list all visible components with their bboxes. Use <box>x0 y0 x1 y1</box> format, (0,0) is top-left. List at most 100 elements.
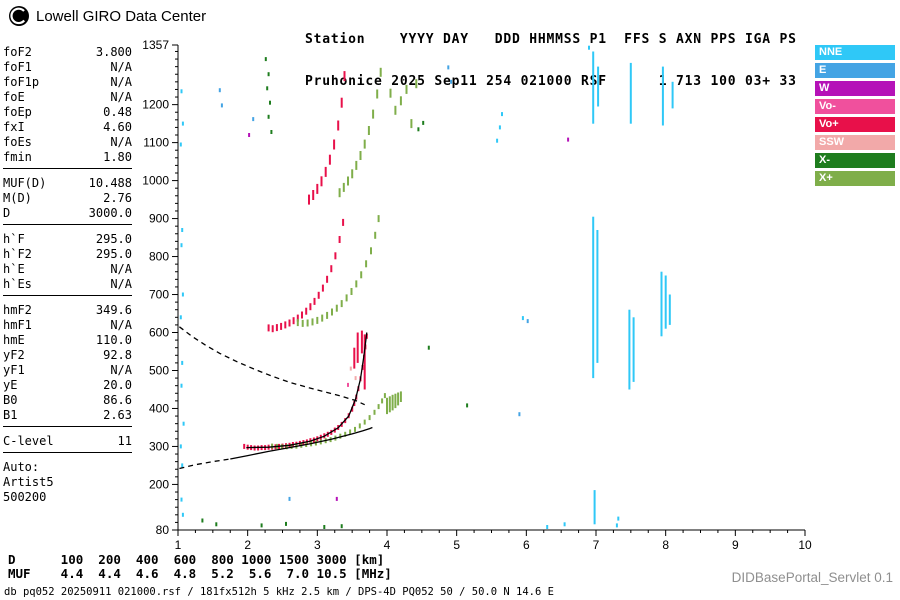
echo-mark <box>323 525 326 529</box>
echo-mark <box>290 443 293 449</box>
echo-spread-strip <box>360 330 363 354</box>
echo-mark <box>345 294 348 302</box>
echo-mark <box>354 376 357 381</box>
legend-item-vo-plus: Vo+ <box>815 117 895 132</box>
echo-spread-strip <box>397 392 400 406</box>
lowell-giro-logo[interactable]: Lowell GIRO Data Center <box>8 5 206 27</box>
echo-mark <box>220 103 223 108</box>
param-label: foEp <box>3 105 32 119</box>
echo-mark <box>270 130 273 134</box>
echo-mark <box>179 315 182 320</box>
param-row-md: M(D) 2.76 <box>3 191 132 206</box>
y-tick-label: 1357 <box>142 40 169 52</box>
fitted-o-trace <box>246 332 368 449</box>
param-row-foep: foEp 0.48 <box>3 105 132 120</box>
echo-spread-strip <box>388 396 391 413</box>
y-tick-label: 700 <box>149 288 169 302</box>
echo-mark <box>321 284 324 292</box>
param-value: 0.48 <box>103 105 132 119</box>
echo-mark <box>367 126 370 135</box>
autoscaling-info: Auto: Artist5 500200 <box>3 460 132 505</box>
giro-logo-icon <box>9 6 29 26</box>
echo-mark <box>264 57 267 62</box>
y-tick-label: 1100 <box>143 136 169 150</box>
param-row-foes: foEs N/A <box>3 135 132 150</box>
echo-mark <box>350 288 353 295</box>
echo-mark <box>201 518 204 523</box>
legend-item-ssw: SSW <box>815 135 895 150</box>
echo-spread-strip <box>353 347 356 369</box>
y-tick-label: 1000 <box>142 174 169 188</box>
x-tick-label: 4 <box>384 538 391 552</box>
param-group: hmF2 349.6 hmF1 N/A hmE 110.0 yF2 92.8 yF1 N/A yE 2… <box>3 303 132 427</box>
echo-mark <box>405 84 408 94</box>
echo-mark <box>501 112 503 117</box>
echo-mark <box>521 316 524 321</box>
servlet-version-label: DIDBasePortal_Servlet 0.1 <box>731 570 893 585</box>
echo-mark <box>248 133 251 137</box>
echo-mark <box>218 88 221 93</box>
param-value: 2.63 <box>103 408 132 422</box>
echo-mark <box>324 166 327 177</box>
echo-mark <box>181 121 184 126</box>
echo-mark <box>296 319 299 327</box>
echo-mark <box>359 151 362 160</box>
echo-spread-strip <box>628 309 631 390</box>
echo-mark <box>417 127 420 132</box>
echo-mark <box>271 325 274 333</box>
param-value: 3000.0 <box>88 206 132 220</box>
echo-mark <box>518 412 521 417</box>
echo-mark <box>360 271 363 279</box>
param-value: N/A <box>110 277 132 291</box>
echo-mark <box>394 105 397 115</box>
param-value: N/A <box>110 363 132 377</box>
echo-mark <box>301 311 303 319</box>
param-label: foEs <box>3 135 32 149</box>
param-group: h`F 295.0 h`F2 295.0 h`E N/A h`Es N/A <box>3 232 132 296</box>
param-label: h`F2 <box>3 247 32 261</box>
echo-mark <box>181 512 184 517</box>
param-value: 92.8 <box>103 348 132 362</box>
echo-mark <box>179 142 182 147</box>
param-group: foF2 3.800 foF1 N/A foF1p N/A foE N/A foEp 0.48 fx… <box>3 45 132 169</box>
echo-mark <box>252 117 255 122</box>
echo-mark <box>363 139 366 149</box>
param-value: 295.0 <box>95 232 132 246</box>
echo-mark <box>379 67 382 77</box>
echo-mark <box>179 444 182 449</box>
echo-mark <box>331 308 333 316</box>
echo-mark <box>284 321 287 329</box>
legend-item-x-minus: X- <box>815 153 895 168</box>
param-value: 10.488 <box>88 176 132 190</box>
echo-mark <box>526 319 529 324</box>
param-row-yf2: yF2 92.8 <box>3 348 132 363</box>
echo-mark <box>326 311 329 319</box>
param-label: h`E <box>3 262 25 276</box>
param-row-fof2: foF2 3.800 <box>3 45 132 60</box>
echo-mark <box>563 522 566 527</box>
x-tick-label: 5 <box>453 538 460 552</box>
echo-mark <box>447 65 450 70</box>
parameter-panel: foF2 3.800 foF1 N/A foF1p N/A foE N/A foEp 0.48 fx… <box>3 45 132 505</box>
echo-mark <box>498 125 501 130</box>
echo-spread-strip <box>629 62 632 124</box>
param-label: D <box>3 206 11 220</box>
echo-mark <box>363 419 366 425</box>
echo-mark <box>180 497 183 502</box>
y-tick-label: 600 <box>149 326 169 340</box>
logo-text: Lowell GIRO Data Center <box>36 7 207 25</box>
echo-spread-strip <box>399 391 402 402</box>
echo-mark <box>365 260 368 268</box>
station-header-columns: Station YYYY DAY DDD HHMMSS P1 FFS S AXN… <box>305 32 797 47</box>
y-tick-label: 800 <box>149 250 169 264</box>
distance-row: D 100 200 400 600 800 1000 1500 3000 [km… <box>8 552 385 567</box>
legend-item-nne: NNE <box>815 45 895 60</box>
param-label: hmE <box>3 333 25 347</box>
param-group: MUF(D) 10.488 M(D) 2.76 D 3000.0 <box>3 176 132 225</box>
echo-mark <box>383 393 386 399</box>
echo-mark <box>347 382 349 387</box>
echo-spread-strip <box>668 294 671 325</box>
echo-spread-strip <box>664 275 667 329</box>
echo-mark <box>615 523 618 528</box>
echo-mark <box>368 415 371 421</box>
